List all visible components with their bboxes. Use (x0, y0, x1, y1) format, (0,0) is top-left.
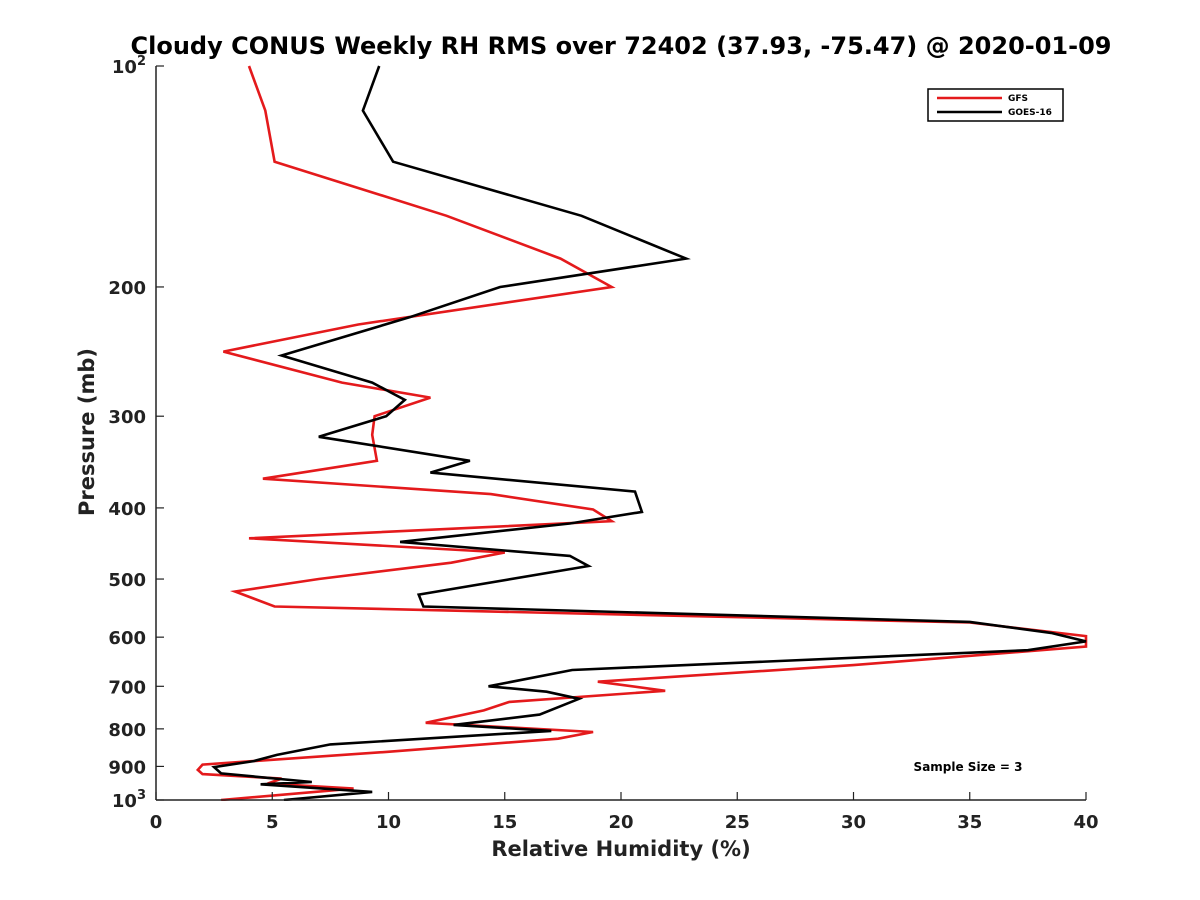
x-tick-label: 35 (957, 812, 982, 833)
x-tick-label: 5 (266, 812, 279, 833)
x-tick-label: 30 (841, 812, 866, 833)
series-layer (195, 65, 1088, 801)
plot-area: 0 5 10 15 20 25 30 35 40 102 200 300 400 500 600 700 80… (108, 54, 1098, 833)
series-line-gfs (195, 65, 1088, 801)
y-tick-label: 400 (108, 499, 146, 520)
y-tick-label: 200 (108, 278, 146, 299)
sample-size-annotation: Sample Size = 3 (914, 760, 1023, 774)
y-tick-label: 900 (108, 757, 146, 778)
chart-title: Cloudy CONUS Weekly RH RMS over 72402 (3… (131, 32, 1112, 60)
plot-background (156, 66, 1086, 800)
legend-label-goes-16: GOES-16 (1008, 108, 1052, 118)
x-tick-label: 40 (1073, 812, 1098, 833)
y-tick-label: 700 (108, 677, 146, 698)
legend-entries: GFS GOES-16 (937, 94, 1052, 118)
y-tick-label: 800 (108, 720, 146, 741)
y-tick-label: 600 (108, 628, 146, 649)
legend: GFS GOES-16 (927, 88, 1064, 122)
x-tick-label: 15 (492, 812, 517, 833)
x-tick-label: 10 (376, 812, 401, 833)
y-axis-label: Pressure (mb) (75, 348, 99, 516)
y-tick-label: 300 (108, 407, 146, 428)
legend-box (927, 88, 1064, 122)
y-ticks: 102 200 300 400 500 600 700 800 900 103 (108, 54, 164, 812)
y-tick-label: 103 (112, 788, 146, 812)
x-tick-label: 0 (150, 812, 163, 833)
y-tick-label: 500 (108, 570, 146, 591)
series-line-goes-16 (211, 65, 1087, 801)
y-tick-label: 102 (112, 54, 146, 78)
x-tick-label: 25 (725, 812, 750, 833)
x-axis-label: Relative Humidity (%) (491, 837, 750, 861)
legend-label-gfs: GFS (1008, 94, 1028, 104)
x-ticks: 0 5 10 15 20 25 30 35 40 (150, 792, 1099, 833)
x-tick-label: 20 (608, 812, 633, 833)
